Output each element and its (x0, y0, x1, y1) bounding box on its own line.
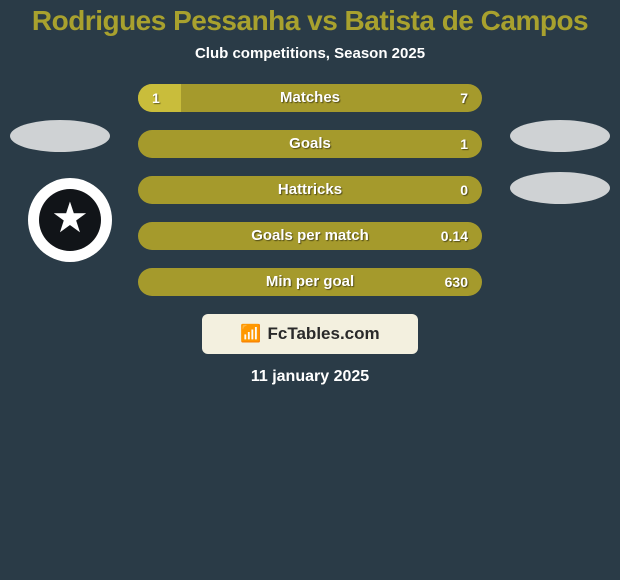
stat-fill-left (138, 84, 181, 112)
brand-name: FcTables.com (268, 324, 380, 344)
player-right-club-avatar (510, 172, 610, 204)
stats-container: Matches17Goals1Hattricks0Goals per match… (138, 84, 482, 296)
chart-icon: 📶 (240, 324, 261, 344)
stat-row: Goals1 (138, 130, 482, 158)
stat-row: Min per goal630 (138, 268, 482, 296)
player-right-avatar (510, 120, 610, 152)
stat-label: Goals per match (138, 222, 482, 250)
stat-label: Goals (138, 130, 482, 158)
brand-box[interactable]: 📶 FcTables.com (202, 314, 418, 354)
stat-value-right: 0 (460, 176, 468, 204)
stat-row: Matches17 (138, 84, 482, 112)
club-badge-inner: ★ (39, 189, 101, 251)
date-label: 11 january 2025 (0, 368, 620, 386)
stat-label: Matches (138, 84, 482, 112)
player-left-avatar (10, 120, 110, 152)
comparison-card: Rodrigues Pessanha vs Batista de Campos … (0, 0, 620, 580)
stat-value-right: 1 (460, 130, 468, 158)
star-icon: ★ (51, 197, 89, 239)
stat-label: Min per goal (138, 268, 482, 296)
stat-row: Goals per match0.14 (138, 222, 482, 250)
stat-value-right: 630 (445, 268, 468, 296)
stat-row: Hattricks0 (138, 176, 482, 204)
page-title: Rodrigues Pessanha vs Batista de Campos (10, 6, 610, 37)
stat-value-right: 7 (460, 84, 468, 112)
player-left-club-badge: ★ (28, 178, 112, 262)
subtitle: Club competitions, Season 2025 (0, 45, 620, 62)
stat-value-right: 0.14 (441, 222, 468, 250)
stat-label: Hattricks (138, 176, 482, 204)
